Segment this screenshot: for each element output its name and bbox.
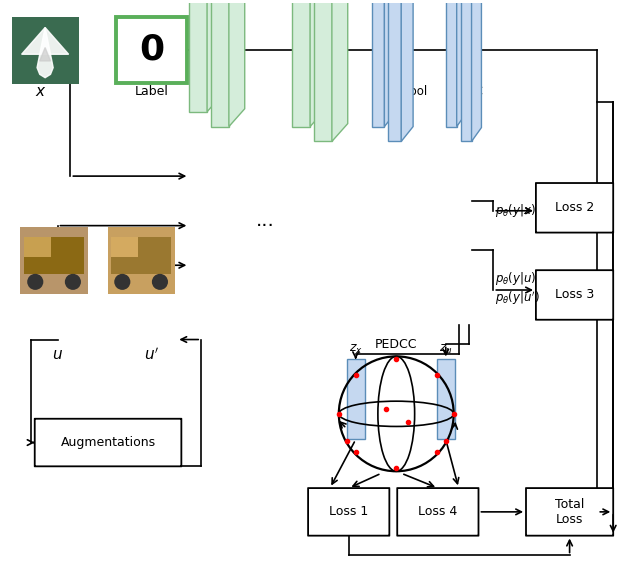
- Text: Loss 1: Loss 1: [329, 505, 369, 519]
- Text: $z_x$: $z_x$: [349, 343, 363, 356]
- Text: $x$: $x$: [35, 84, 47, 100]
- Polygon shape: [189, 0, 207, 112]
- Polygon shape: [457, 0, 467, 126]
- Text: Conv1: Conv1: [203, 86, 243, 98]
- Bar: [347, 359, 365, 439]
- Text: Loss 2: Loss 2: [555, 201, 594, 214]
- Text: Label: Label: [134, 86, 168, 98]
- Bar: [111, 237, 172, 274]
- Text: PEDCC: PEDCC: [375, 338, 417, 351]
- FancyBboxPatch shape: [536, 270, 613, 320]
- Bar: [24, 237, 51, 257]
- Polygon shape: [332, 0, 348, 141]
- Polygon shape: [292, 0, 310, 126]
- FancyBboxPatch shape: [116, 17, 188, 83]
- Circle shape: [115, 274, 131, 290]
- Text: Conv4: Conv4: [298, 86, 338, 98]
- Bar: [24, 237, 84, 274]
- Polygon shape: [461, 0, 472, 141]
- FancyBboxPatch shape: [526, 488, 613, 535]
- Bar: [111, 237, 138, 257]
- Text: Loss 3: Loss 3: [555, 289, 594, 301]
- Text: Loss 4: Loss 4: [418, 505, 458, 519]
- Polygon shape: [314, 0, 332, 141]
- Polygon shape: [22, 27, 68, 54]
- Polygon shape: [401, 0, 413, 141]
- Circle shape: [65, 274, 81, 290]
- Polygon shape: [446, 0, 457, 126]
- Polygon shape: [211, 0, 229, 126]
- Polygon shape: [37, 27, 53, 78]
- Text: ...: ...: [256, 211, 275, 230]
- FancyBboxPatch shape: [397, 488, 479, 535]
- Circle shape: [152, 274, 168, 290]
- Text: 0: 0: [139, 33, 164, 67]
- Circle shape: [28, 274, 44, 290]
- Text: $u'$: $u'$: [144, 346, 159, 363]
- Polygon shape: [371, 0, 385, 126]
- Text: $p_\theta(y|u)$: $p_\theta(y|u)$: [495, 269, 537, 286]
- Polygon shape: [310, 0, 326, 126]
- Polygon shape: [385, 0, 396, 126]
- Polygon shape: [40, 48, 51, 61]
- Text: Augmentations: Augmentations: [61, 436, 156, 449]
- Text: FC: FC: [468, 86, 483, 98]
- Text: Avg-pool: Avg-pool: [376, 86, 428, 98]
- Text: Total
Loss: Total Loss: [555, 498, 584, 526]
- Text: $z_u$: $z_u$: [439, 343, 452, 356]
- FancyBboxPatch shape: [35, 418, 181, 466]
- Polygon shape: [472, 0, 481, 141]
- Text: $p_\theta(y|u')$: $p_\theta(y|u')$: [495, 289, 540, 307]
- Polygon shape: [207, 0, 223, 112]
- Polygon shape: [229, 0, 244, 126]
- Polygon shape: [388, 0, 401, 141]
- FancyBboxPatch shape: [308, 488, 389, 535]
- Bar: [437, 359, 454, 439]
- Text: $u$: $u$: [52, 347, 63, 362]
- Text: $p_\theta(y|x)$: $p_\theta(y|x)$: [495, 203, 536, 219]
- FancyBboxPatch shape: [536, 183, 613, 233]
